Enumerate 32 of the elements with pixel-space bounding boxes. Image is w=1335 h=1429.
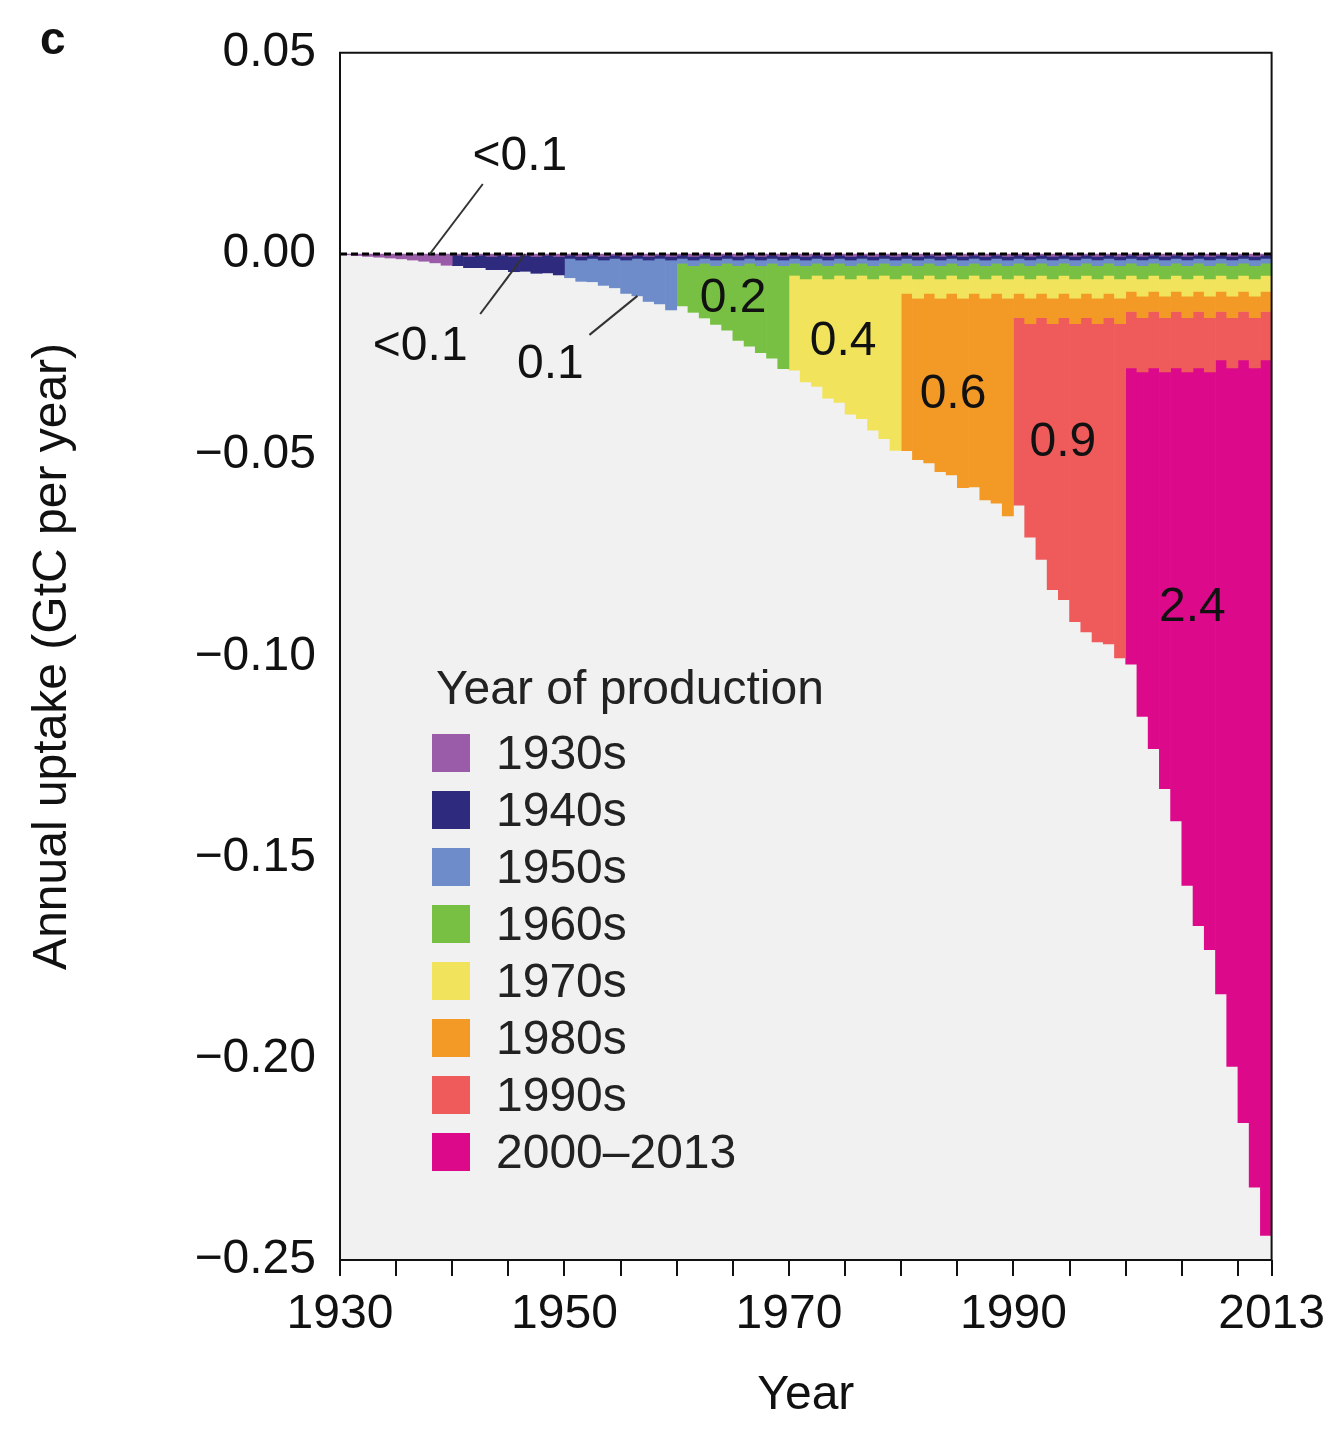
annotation: 0.2	[699, 269, 767, 323]
y-axis-title: Annual uptake (GtC per year)	[23, 342, 77, 970]
x-tick-label: 1970	[735, 1285, 843, 1339]
legend-label: 1980s	[496, 1010, 627, 1066]
x-tick-label: 2013	[1218, 1285, 1325, 1339]
y-tick-label: −0.10	[194, 626, 316, 680]
y-tick-label: −0.20	[194, 1029, 316, 1083]
x-tick-label: 1990	[960, 1285, 1067, 1339]
annotation: <0.1	[472, 127, 568, 181]
annotation: 0.6	[919, 364, 987, 418]
text: c	[40, 11, 66, 64]
annotation: 0.1	[517, 335, 584, 389]
x-axis-title: Year	[757, 1366, 855, 1420]
legend-label: 1990s	[496, 1067, 627, 1123]
y-tick-label: −0.15	[194, 827, 316, 881]
legend-label: 1960s	[496, 896, 627, 952]
legend-label: 1930s	[496, 725, 627, 781]
annotation: 0.9	[1029, 412, 1097, 466]
y-tick-label: 0.00	[222, 224, 316, 278]
y-tick-label: −0.05	[194, 425, 316, 479]
x-tick-label: 1930	[286, 1285, 394, 1339]
y-tick-label: −0.25	[194, 1230, 316, 1284]
legend-label: 1940s	[496, 782, 627, 838]
x-tick-label: 1950	[511, 1285, 618, 1339]
legend-title: Year of production	[436, 660, 824, 716]
annotation: <0.1	[372, 317, 468, 371]
annotation: 2.4	[1159, 578, 1226, 632]
legend-label: 2000–2013	[496, 1124, 737, 1180]
legend-label: 1970s	[496, 953, 627, 1009]
y-tick-label: 0.05	[222, 23, 316, 77]
legend-label: 1950s	[496, 839, 627, 895]
annotation: 0.4	[809, 311, 877, 365]
